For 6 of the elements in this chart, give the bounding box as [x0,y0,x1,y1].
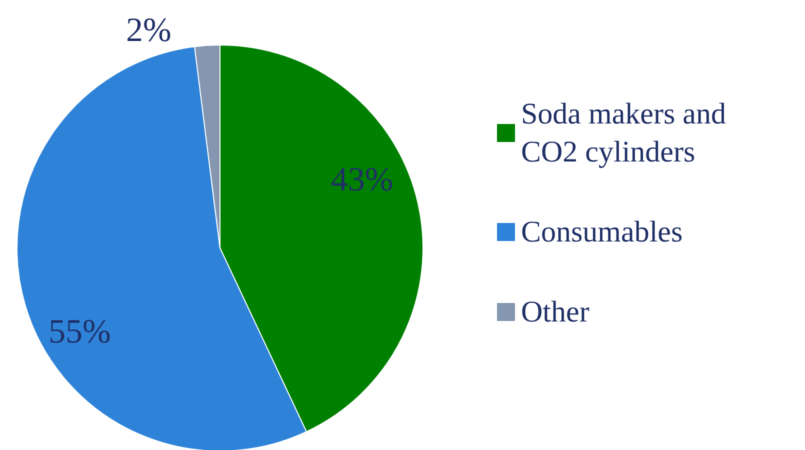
data-label: 55% [48,314,111,351]
data-label: 2% [126,12,172,49]
legend-label: Soda makers and CO2 cylinders [521,98,734,168]
data-label: 43% [330,162,394,199]
legend-label: Consumables [521,216,683,248]
legend-label: Other [521,296,590,328]
